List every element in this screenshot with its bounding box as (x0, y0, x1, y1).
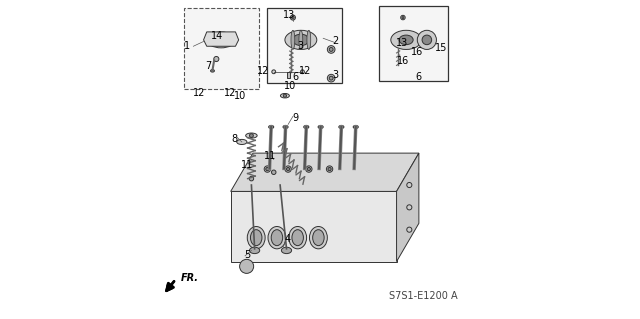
Text: 6: 6 (292, 71, 298, 82)
Circle shape (329, 48, 333, 51)
Text: 16: 16 (411, 47, 424, 57)
Circle shape (328, 167, 331, 171)
Ellipse shape (291, 30, 295, 49)
Circle shape (291, 15, 296, 20)
Ellipse shape (207, 32, 236, 48)
Text: 12: 12 (298, 66, 311, 76)
Circle shape (407, 205, 412, 210)
Ellipse shape (310, 226, 327, 249)
Text: 12: 12 (193, 87, 205, 98)
Circle shape (239, 259, 253, 273)
Circle shape (326, 166, 333, 172)
Text: 12: 12 (257, 66, 269, 76)
Ellipse shape (339, 125, 344, 129)
Circle shape (285, 166, 291, 172)
Text: 14: 14 (211, 31, 223, 41)
Bar (287, 72, 290, 78)
Ellipse shape (280, 93, 289, 98)
Ellipse shape (268, 226, 286, 249)
Ellipse shape (246, 133, 257, 138)
Polygon shape (397, 153, 419, 262)
Text: 13: 13 (283, 10, 295, 20)
Ellipse shape (422, 35, 431, 45)
Text: 16: 16 (397, 56, 410, 66)
Text: 15: 15 (435, 43, 447, 54)
Text: 9: 9 (292, 113, 298, 123)
Ellipse shape (285, 30, 317, 49)
Circle shape (271, 170, 276, 174)
Text: 3: 3 (297, 41, 303, 51)
Text: 11: 11 (264, 151, 276, 161)
Ellipse shape (237, 139, 247, 145)
Text: 4: 4 (285, 234, 291, 244)
Circle shape (407, 182, 412, 188)
Text: 6: 6 (416, 72, 422, 82)
Ellipse shape (211, 70, 214, 72)
Circle shape (327, 46, 335, 53)
Circle shape (307, 167, 310, 171)
Text: 10: 10 (284, 81, 296, 91)
Circle shape (266, 167, 269, 171)
Circle shape (401, 15, 405, 20)
Text: 11: 11 (241, 160, 253, 170)
Ellipse shape (250, 230, 262, 246)
Bar (268, 8, 342, 83)
Circle shape (329, 76, 333, 80)
Text: FR.: FR. (180, 273, 198, 283)
Polygon shape (230, 191, 397, 262)
Ellipse shape (313, 230, 324, 246)
Ellipse shape (271, 230, 283, 246)
Polygon shape (230, 153, 419, 191)
Text: 5: 5 (244, 250, 250, 260)
Circle shape (301, 70, 305, 74)
Circle shape (306, 166, 312, 172)
Circle shape (250, 134, 253, 137)
Circle shape (327, 74, 335, 82)
Ellipse shape (269, 125, 274, 129)
Text: 1: 1 (184, 41, 189, 51)
Bar (379, 6, 447, 81)
Ellipse shape (399, 35, 413, 45)
Ellipse shape (215, 36, 227, 44)
Ellipse shape (247, 226, 265, 249)
Text: 13: 13 (396, 38, 408, 48)
Ellipse shape (417, 30, 436, 49)
Ellipse shape (304, 125, 309, 129)
Ellipse shape (293, 34, 309, 46)
Text: 10: 10 (234, 91, 246, 101)
Circle shape (284, 94, 287, 97)
Polygon shape (204, 32, 239, 46)
Bar (184, 8, 259, 89)
Ellipse shape (299, 30, 303, 49)
Circle shape (272, 70, 276, 74)
Circle shape (402, 17, 404, 19)
Circle shape (249, 176, 253, 181)
Text: 8: 8 (232, 134, 237, 144)
Circle shape (407, 227, 412, 232)
Ellipse shape (289, 226, 307, 249)
Ellipse shape (318, 125, 323, 129)
Text: 2: 2 (332, 36, 339, 47)
Ellipse shape (250, 247, 260, 254)
Ellipse shape (391, 30, 422, 49)
Circle shape (292, 16, 294, 19)
Ellipse shape (283, 125, 288, 129)
Circle shape (287, 167, 290, 171)
Text: 7: 7 (205, 61, 211, 71)
Text: S7S1-E1200 A: S7S1-E1200 A (388, 292, 457, 301)
Ellipse shape (353, 125, 358, 129)
Ellipse shape (292, 230, 303, 246)
Text: 3: 3 (332, 70, 339, 80)
Ellipse shape (282, 247, 292, 254)
Ellipse shape (307, 30, 311, 49)
Circle shape (214, 56, 219, 62)
Text: 12: 12 (224, 87, 236, 98)
Circle shape (264, 166, 271, 172)
